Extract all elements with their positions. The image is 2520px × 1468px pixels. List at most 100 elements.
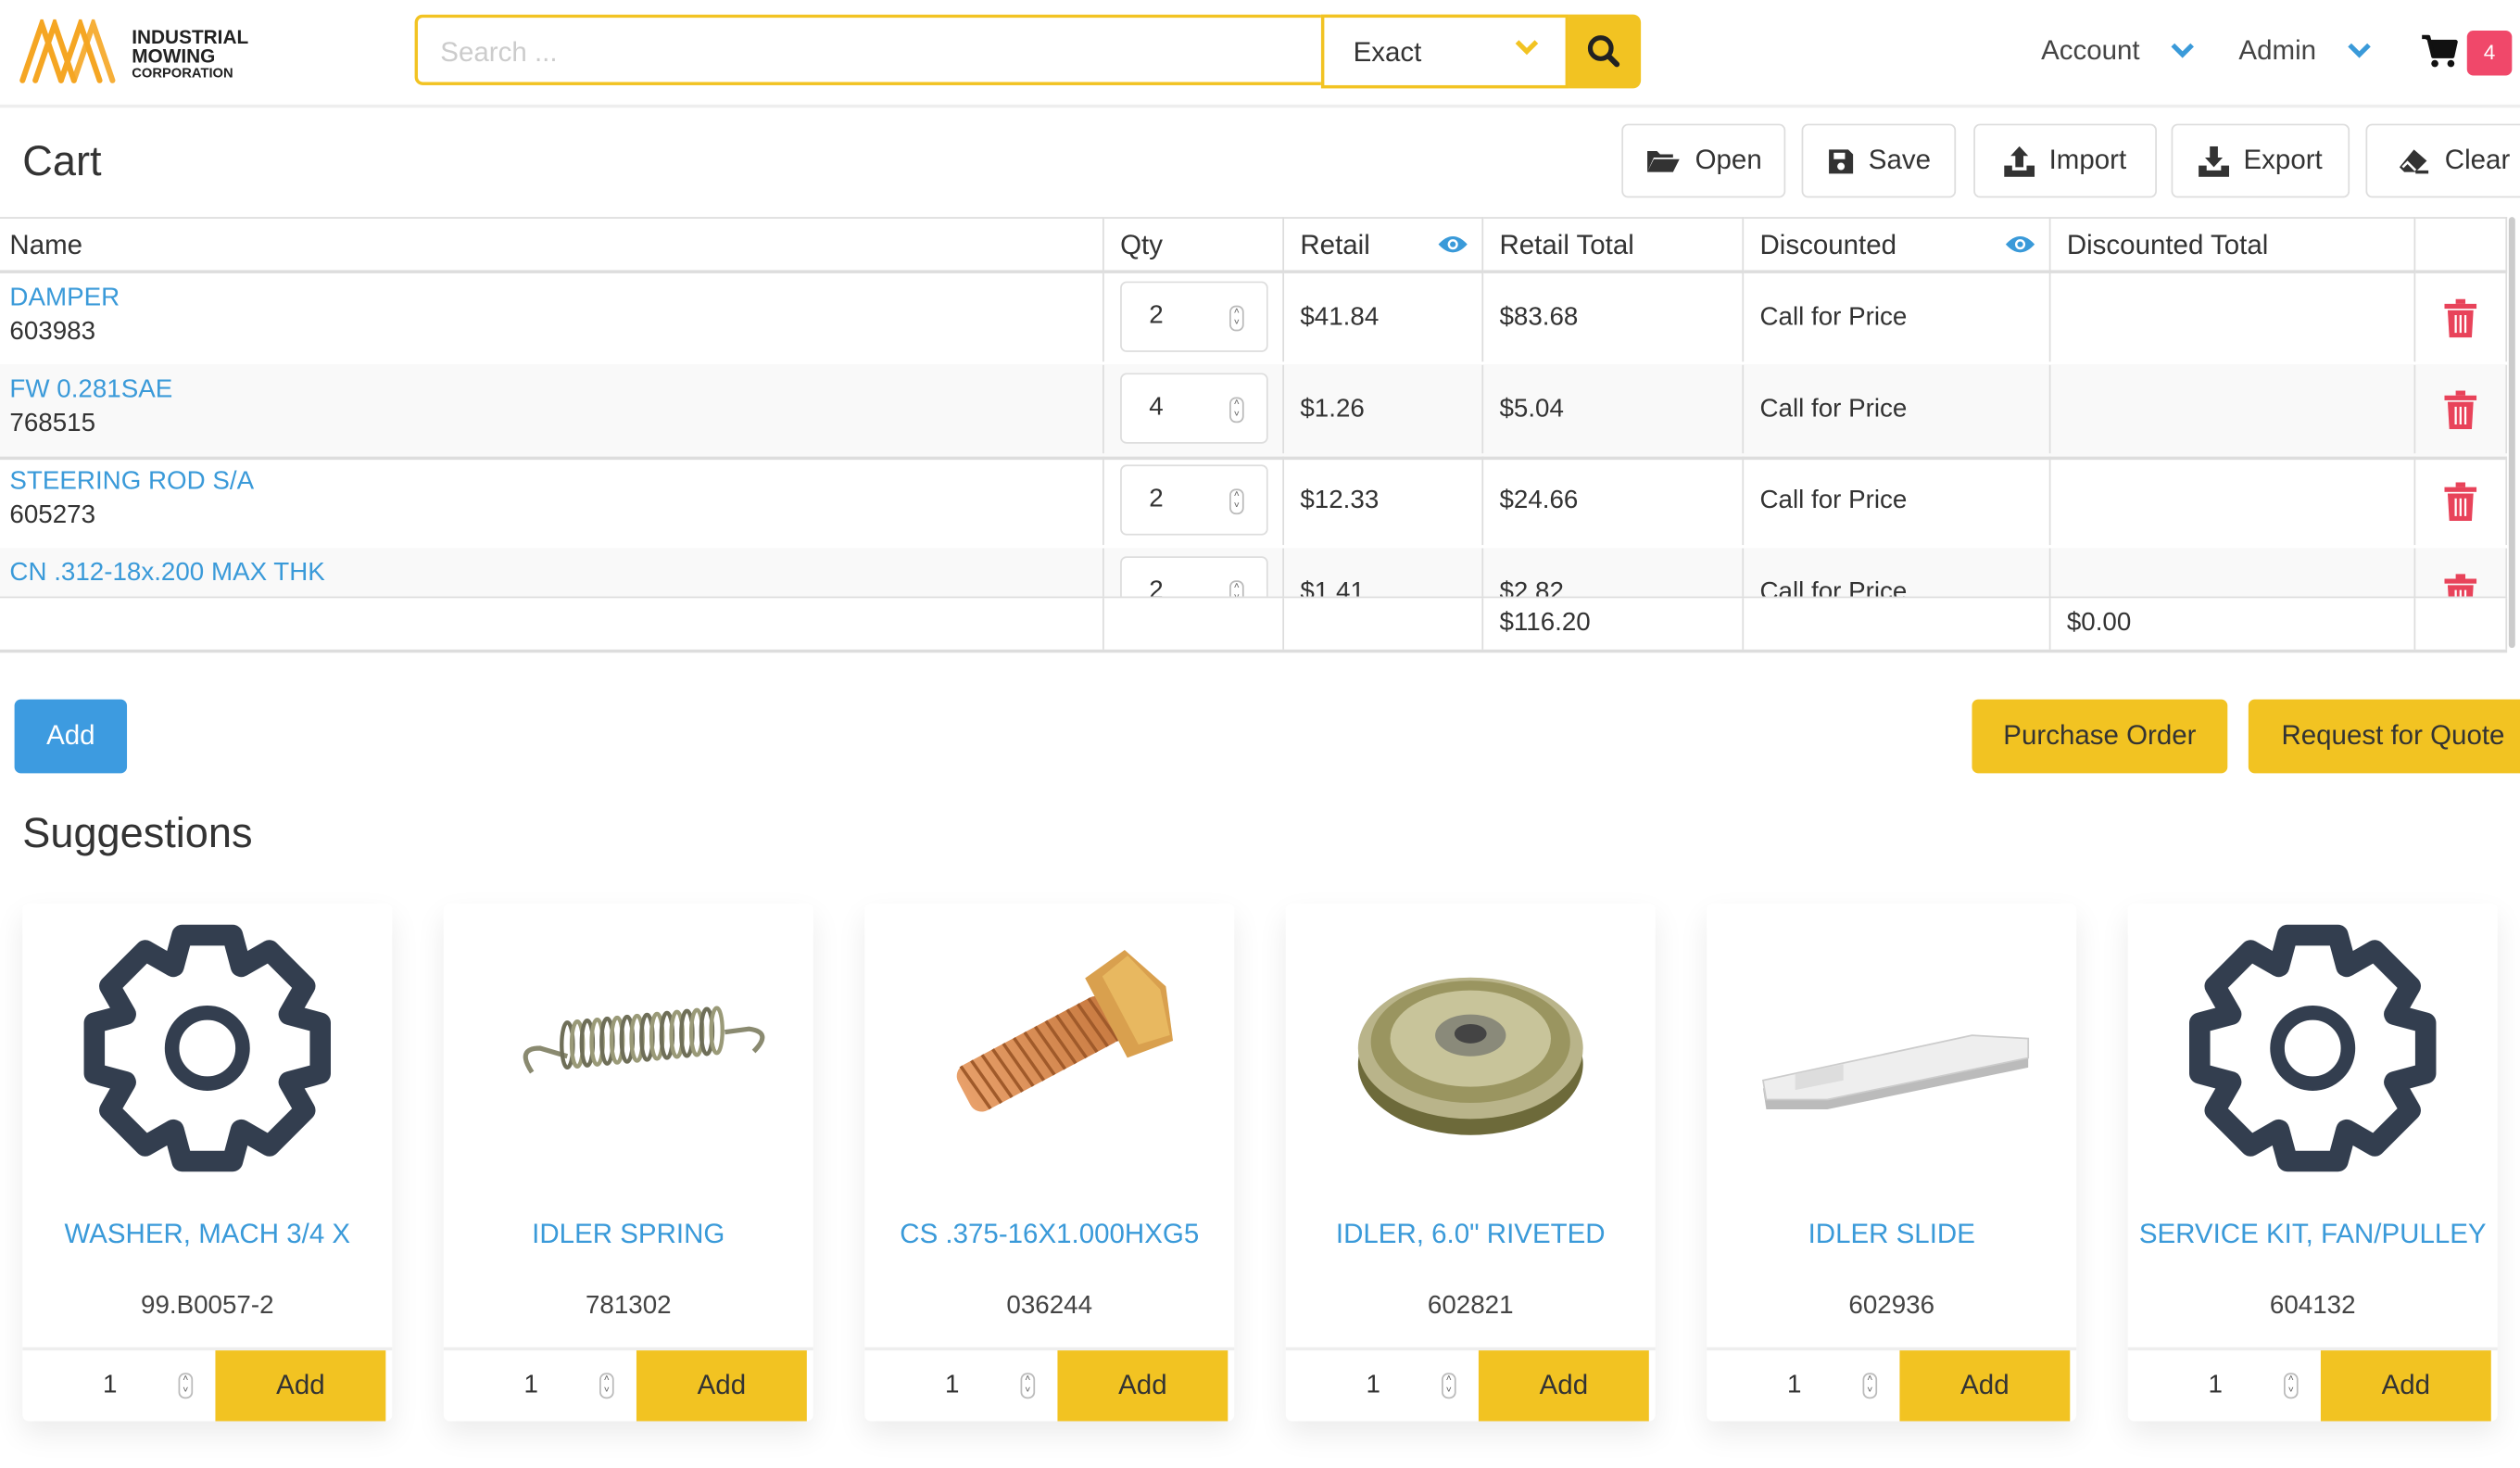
- product-link[interactable]: STEERING ROD S/A: [9, 467, 255, 496]
- cart-icon[interactable]: [2420, 33, 2459, 69]
- suggestion-footer: 1 ˄ ˅ Add: [443, 1347, 813, 1424]
- suggestion-qty-input[interactable]: 1 ˄ ˅: [1286, 1350, 1479, 1421]
- export-button[interactable]: Export: [2171, 123, 2350, 198]
- admin-menu[interactable]: Admin: [2238, 35, 2372, 68]
- suggestion-title-link[interactable]: IDLER SLIDE: [1808, 1218, 1975, 1249]
- product-link[interactable]: CN .312-18x.200 MAX THK: [9, 559, 325, 588]
- retail-total: $2.82: [1499, 578, 1564, 597]
- product-image-gear-placeholder[interactable]: [2152, 919, 2474, 1177]
- product-image-pulley[interactable]: [1310, 919, 1632, 1177]
- import-button[interactable]: Import: [1973, 123, 2157, 198]
- suggestion-card: WASHER, MACH 3/4 X 99.B0057-2 1 ˄ ˅ Add: [22, 903, 393, 1422]
- suggestion-title-link[interactable]: WASHER, MACH 3/4 X: [64, 1218, 351, 1249]
- qty-stepper[interactable]: ˄˅: [1229, 580, 1244, 597]
- product-image-bolt[interactable]: [888, 919, 1210, 1177]
- download-icon: [2198, 145, 2229, 176]
- suggestion-part-number: 604132: [2269, 1292, 2356, 1321]
- trash-icon[interactable]: [2444, 574, 2477, 597]
- table-scrollbar[interactable]: [2508, 217, 2515, 649]
- product-link[interactable]: FW 0.281SAE: [9, 375, 173, 404]
- qty-input[interactable]: 2 ˄˅: [1120, 464, 1268, 536]
- suggestion-title-link[interactable]: IDLER SPRING: [532, 1218, 725, 1249]
- discounted-label: Discounted: [1759, 230, 1897, 261]
- column-header-name: Name: [0, 217, 1104, 273]
- qty-stepper[interactable]: ˄˅: [1442, 1373, 1456, 1399]
- top-bar: [0, 0, 2520, 108]
- suggestion-title-link[interactable]: SERVICE KIT, FAN/PULLEY: [2138, 1218, 2487, 1249]
- request-quote-button[interactable]: Request for Quote: [2248, 699, 2520, 774]
- suggestion-qty-input[interactable]: 1 ˄ ˅: [22, 1350, 215, 1421]
- qty-stepper[interactable]: ˄˅: [1229, 488, 1244, 515]
- suggestion-qty-input[interactable]: 1 ˄ ˅: [2128, 1350, 2321, 1421]
- qty-value: 1: [2208, 1371, 2223, 1399]
- suggestion-add-button[interactable]: Add: [215, 1350, 386, 1422]
- search-input[interactable]: Search ...: [414, 14, 1321, 85]
- discounted-price: Call for Price: [1759, 487, 1908, 515]
- suggestion-part-number: 602936: [1848, 1292, 1935, 1321]
- column-header-retail: Retail: [1284, 217, 1484, 273]
- suggestion-card: IDLER, 6.0" RIVETED 602821 1 ˄ ˅ Add: [1285, 903, 1656, 1422]
- suggestion-title-link[interactable]: CS .375-16X1.000HXG5: [900, 1218, 1200, 1249]
- product-link[interactable]: DAMPER: [9, 285, 120, 312]
- suggestion-card: CS .375-16X1.000HXG5 036244 1 ˄ ˅ Add: [864, 903, 1235, 1422]
- svg-text:CORPORATION: CORPORATION: [132, 66, 233, 81]
- open-button[interactable]: Open: [1621, 123, 1786, 198]
- part-number: 768515: [9, 410, 96, 437]
- qty-stepper[interactable]: ˄˅: [1862, 1373, 1878, 1399]
- suggestion-add-button[interactable]: Add: [1899, 1350, 2071, 1422]
- suggestion-add-button[interactable]: Add: [636, 1350, 807, 1422]
- suggestion-title-link[interactable]: IDLER, 6.0" RIVETED: [1335, 1218, 1606, 1249]
- suggestion-footer: 1 ˄ ˅ Add: [2127, 1347, 2498, 1424]
- product-image-gear-placeholder[interactable]: [46, 919, 368, 1177]
- suggestion-add-button[interactable]: Add: [1478, 1350, 1649, 1422]
- table-totals-row: $116.20 $0.00: [0, 596, 2508, 653]
- search-button[interactable]: [1569, 14, 1642, 89]
- add-item-button[interactable]: Add: [14, 699, 128, 774]
- qty-value: 2: [1149, 302, 1164, 330]
- eye-icon[interactable]: [2004, 234, 2036, 256]
- qty-value: 1: [103, 1371, 118, 1399]
- svg-text:INDUSTRIAL: INDUSTRIAL: [132, 27, 248, 48]
- qty-input[interactable]: 4 ˄ ˅: [1120, 373, 1268, 444]
- qty-input[interactable]: 2 ˄˅: [1120, 281, 1268, 352]
- column-header-retail-total: Retail Total: [1483, 217, 1745, 273]
- qty-stepper[interactable]: ˄˅: [599, 1373, 614, 1399]
- qty-input[interactable]: 2 ˄˅: [1120, 556, 1268, 597]
- table-row: STEERING ROD S/A 605273 2 ˄ ˅ $12.33 $24.66 Cal…: [0, 456, 2508, 552]
- suggestion-add-button[interactable]: Add: [1057, 1350, 1228, 1422]
- save-icon: [1828, 148, 1853, 173]
- account-menu[interactable]: Account: [2041, 35, 2196, 68]
- qty-value: 2: [1149, 576, 1164, 597]
- clear-button[interactable]: Clear: [2365, 123, 2520, 198]
- suggestion-qty-input[interactable]: 1 ˄ ˅: [444, 1350, 636, 1421]
- suggestion-card: IDLER SLIDE 602936 1 ˄ ˅ Add: [1707, 903, 2077, 1422]
- qty-stepper[interactable]: ˄˅: [178, 1373, 194, 1399]
- trash-icon[interactable]: [2444, 482, 2477, 522]
- suggestion-qty-input[interactable]: 1 ˄ ˅: [864, 1350, 1057, 1421]
- eraser-icon: [2400, 148, 2429, 173]
- save-button[interactable]: Save: [1801, 123, 1957, 198]
- search-icon: [1587, 35, 1620, 68]
- purchase-order-button[interactable]: Purchase Order: [1972, 699, 2228, 774]
- qty-stepper[interactable]: ˄˅: [1229, 305, 1244, 332]
- table-row: DAMPER 603983 2 ˄ ˅ $41.84 $83.68 Call for Pric…: [0, 272, 2508, 369]
- eye-icon[interactable]: [1437, 234, 1469, 256]
- qty-value: 1: [1786, 1371, 1802, 1399]
- retail-grand-total: $116.20: [1483, 598, 1745, 650]
- qty-value: 4: [1149, 394, 1164, 422]
- save-label: Save: [1868, 145, 1932, 176]
- suggestion-qty-input[interactable]: 1 ˄ ˅: [1707, 1350, 1899, 1421]
- table-row: FW 0.281SAE 768515 4 ˄ ˅ $1.26 $5.04 Call for P…: [0, 364, 2508, 461]
- qty-value: 1: [523, 1371, 538, 1399]
- suggestion-add-button[interactable]: Add: [2320, 1350, 2491, 1422]
- product-image-spring[interactable]: [468, 919, 789, 1177]
- qty-stepper[interactable]: ˄˅: [1020, 1373, 1036, 1399]
- qty-stepper[interactable]: ˄˅: [1229, 397, 1244, 424]
- search-mode-select[interactable]: Exact: [1320, 14, 1569, 89]
- trash-icon[interactable]: [2444, 390, 2477, 430]
- qty-stepper[interactable]: ˄˅: [2284, 1373, 2299, 1399]
- product-image-slide[interactable]: [1731, 919, 2052, 1177]
- column-header-discounted-total: Discounted Total: [2050, 217, 2416, 273]
- trash-icon[interactable]: [2444, 298, 2477, 338]
- logo[interactable]: INDUSTRIAL MOWING CORPORATION: [19, 15, 260, 95]
